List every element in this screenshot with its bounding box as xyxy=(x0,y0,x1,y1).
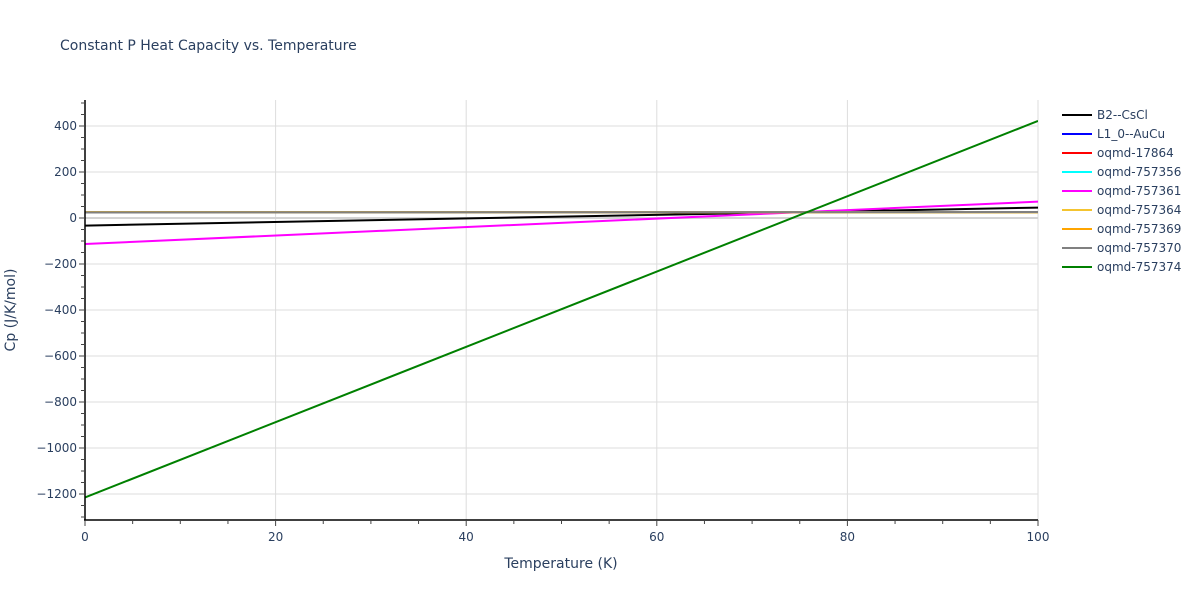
y-tick-label: −1200 xyxy=(36,487,77,501)
series-line-B2--CsCl[interactable] xyxy=(85,206,1038,227)
x-tick-label: 20 xyxy=(268,530,283,544)
y-tick-label: 0 xyxy=(69,211,77,225)
legend-label: oqmd-757369 xyxy=(1097,222,1181,236)
y-axis-title: Cp (J/K/mol) xyxy=(3,269,19,352)
legend-item[interactable]: oqmd-757361 xyxy=(1062,184,1181,198)
y-tick-label: 200 xyxy=(54,165,77,179)
y-tick-label: −800 xyxy=(44,395,77,409)
legend-item[interactable]: oqmd-757369 xyxy=(1062,222,1181,236)
x-axis-ticks: 0 20 40 60 80 100 xyxy=(81,520,1049,544)
plot-area[interactable] xyxy=(85,120,1038,499)
y-axis-ticks: −1200 −1000 −800 −600 −400 −200 0 200 400 xyxy=(36,102,85,518)
legend-label: oqmd-757364 xyxy=(1097,203,1181,217)
legend-label: L1_0--AuCu xyxy=(1097,127,1165,141)
series-line-oqmd-757374[interactable] xyxy=(85,120,1038,499)
legend-label: oqmd-757374 xyxy=(1097,260,1181,274)
y-tick-label: −600 xyxy=(44,349,77,363)
legend: B2--CsCl L1_0--AuCu oqmd-17864 oqmd-757356 o… xyxy=(1062,108,1181,274)
legend-item[interactable]: oqmd-757356 xyxy=(1062,165,1181,179)
y-tick-label: −400 xyxy=(44,303,77,317)
legend-item[interactable]: oqmd-757374 xyxy=(1062,260,1181,274)
x-tick-label: 100 xyxy=(1027,530,1050,544)
y-tick-label: −200 xyxy=(44,257,77,271)
legend-label: B2--CsCl xyxy=(1097,108,1148,122)
legend-item[interactable]: B2--CsCl xyxy=(1062,108,1148,122)
y-tick-label: −1000 xyxy=(36,441,77,455)
legend-label: oqmd-757361 xyxy=(1097,184,1181,198)
legend-item[interactable]: L1_0--AuCu xyxy=(1062,127,1165,141)
chart-title: Constant P Heat Capacity vs. Temperature xyxy=(60,38,357,54)
x-axis-title: Temperature (K) xyxy=(503,556,617,572)
y-tick-label: 400 xyxy=(54,119,77,133)
legend-item[interactable]: oqmd-17864 xyxy=(1062,146,1174,160)
x-tick-label: 60 xyxy=(649,530,664,544)
legend-label: oqmd-757356 xyxy=(1097,165,1181,179)
legend-item[interactable]: oqmd-757370 xyxy=(1062,241,1181,255)
series-line-oqmd-757361[interactable] xyxy=(85,200,1038,245)
grid-lines xyxy=(85,100,1039,520)
legend-label: oqmd-757370 xyxy=(1097,241,1181,255)
legend-item[interactable]: oqmd-757364 xyxy=(1062,203,1181,217)
x-tick-label: 0 xyxy=(81,530,89,544)
x-tick-label: 40 xyxy=(459,530,474,544)
legend-label: oqmd-17864 xyxy=(1097,146,1174,160)
x-tick-label: 80 xyxy=(840,530,855,544)
